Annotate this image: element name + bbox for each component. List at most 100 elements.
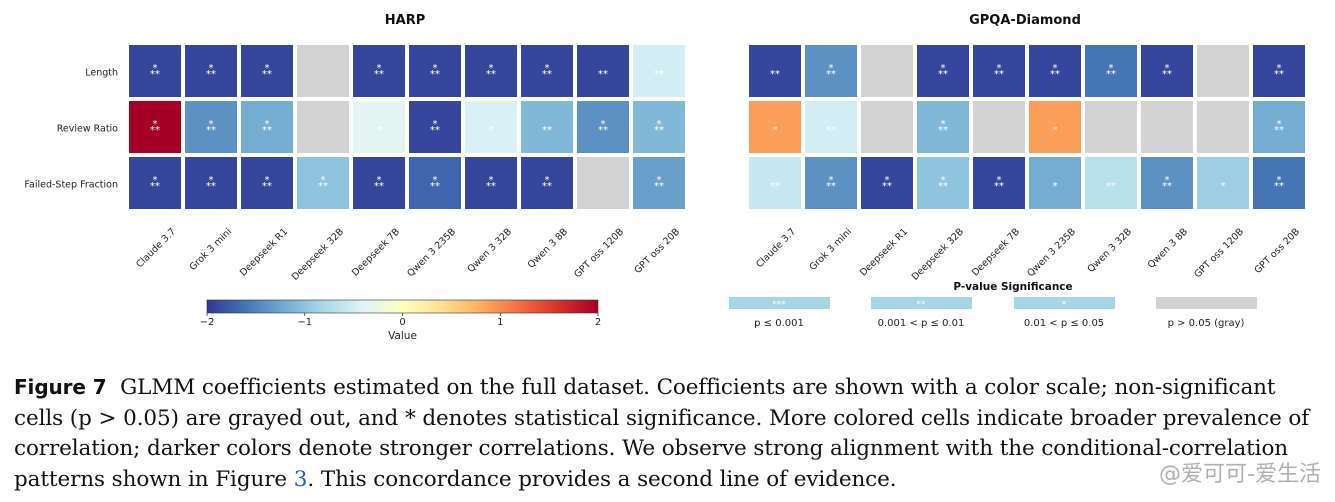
heatmap-cell [129, 101, 181, 153]
watermark: @爱可可-爱生活 [1159, 462, 1321, 487]
heatmap-cell [129, 45, 181, 97]
pvalue-legend-swatch [729, 297, 830, 309]
panel-title: HARP [385, 13, 425, 28]
significance-label: * [433, 175, 438, 186]
pvalue-legend: P-value Significance *** p ≤ 0.001 ** 0.001 … [729, 281, 1257, 329]
heatmap-cell [1029, 45, 1081, 97]
significance-label: ** [262, 125, 272, 136]
significance-label: ** [430, 69, 440, 80]
significance-label: ** [150, 125, 160, 136]
significance-label: ** [1162, 181, 1172, 192]
significance-label: ** [206, 69, 216, 80]
column-label: Qwen 3 235B [405, 226, 458, 279]
significance-label: * [265, 119, 270, 130]
significance-label: ** [374, 69, 384, 80]
significance-label: * [545, 175, 550, 186]
row-label: Review Ratio [57, 124, 118, 135]
heatmap-cell [805, 45, 857, 97]
significance-label: ** [542, 69, 552, 80]
significance-label: * [1053, 125, 1058, 136]
significance-label: * [153, 175, 158, 186]
significance-label: ** [150, 69, 160, 80]
significance-label: ** [430, 125, 440, 136]
heatmap-cell [409, 101, 461, 153]
heatmap-cell [1085, 45, 1137, 97]
heatmap-cell [465, 101, 517, 153]
significance-label: * [1109, 63, 1114, 74]
heatmap-cell [861, 45, 913, 97]
heatmap-cell [521, 101, 573, 153]
heatmap-cell [749, 157, 801, 209]
heatmap-cell [465, 45, 517, 97]
column-label: Deepseek R1 [858, 226, 910, 278]
significance-label: ** [938, 181, 948, 192]
significance-label: ** [1106, 181, 1116, 192]
significance-label: * [377, 63, 382, 74]
heatmap-cell [409, 157, 461, 209]
heatmap-cell [353, 157, 405, 209]
heatmap-cell [805, 157, 857, 209]
significance-label: ** [654, 181, 664, 192]
heatmap-cell [297, 101, 349, 153]
significance-label: ** [598, 125, 608, 136]
significance-label: ** [1106, 69, 1116, 80]
significance-label: ** [486, 69, 496, 80]
heatmap-cell [973, 45, 1025, 97]
significance-label: ** [1274, 69, 1284, 80]
caption-figure-ref[interactable]: 3 [293, 466, 308, 492]
heatmap-cell [973, 101, 1025, 153]
column-label: Deepseek 7B [350, 226, 402, 278]
heatmap-cell [1197, 157, 1249, 209]
column-label: Deepseek 32B [910, 226, 966, 282]
column-label: GPT oss 120B [572, 226, 626, 280]
figure-caption: Figure 7 GLMM coefficients estimated on … [14, 372, 1324, 495]
heatmap-cell [633, 157, 685, 209]
significance-label: ** [1274, 181, 1284, 192]
significance-label: * [941, 175, 946, 186]
column-label: Grok 3 mini [807, 226, 854, 273]
heatmap-cell [241, 101, 293, 153]
pvalue-legend-swatch [871, 297, 972, 309]
significance-label: * [657, 175, 662, 186]
column-label: Claude 3.7 [754, 226, 798, 270]
significance-label: * [545, 63, 550, 74]
heatmap-cell [353, 101, 405, 153]
heatmap-cell [185, 45, 237, 97]
significance-label: * [1277, 119, 1282, 130]
heatmap-cell [577, 101, 629, 153]
significance-label: * [433, 63, 438, 74]
panel-title: GPQA-Diamond [969, 13, 1081, 28]
colorbar-label: Value [388, 330, 417, 342]
significance-label: * [1277, 63, 1282, 74]
significance-label: * [1053, 181, 1058, 192]
colorbar-tick-label: 1 [497, 317, 503, 328]
heatmap-cell [749, 101, 801, 153]
heatmap-cell [973, 157, 1025, 209]
significance-label: ** [542, 125, 552, 136]
heatmap-cell [1197, 101, 1249, 153]
significance-label: * [153, 119, 158, 130]
pvalue-legend-symbol: ** [917, 300, 927, 310]
heatmap-cell [805, 101, 857, 153]
heatmap-cell [1029, 157, 1081, 209]
significance-label: ** [826, 125, 836, 136]
heatmap-cell [129, 157, 181, 209]
significance-label: * [209, 119, 214, 130]
caption-text-end: . This concordance provides a second lin… [307, 466, 897, 492]
pvalue-legend-label: p ≤ 0.001 [754, 318, 804, 329]
significance-label: ** [430, 181, 440, 192]
column-label: Qwen 3 32B [1085, 226, 1134, 275]
significance-label: * [321, 175, 326, 186]
significance-label: ** [770, 181, 780, 192]
significance-label: ** [206, 125, 216, 136]
significance-label: * [489, 125, 494, 136]
pvalue-legend-label: 0.001 < p ≤ 0.01 [878, 318, 965, 329]
significance-label: * [997, 63, 1002, 74]
significance-label: ** [150, 181, 160, 192]
heatmap-cell [1141, 101, 1193, 153]
column-label: GPT oss 20B [632, 226, 682, 276]
column-label: GPT oss 120B [1192, 226, 1246, 280]
pvalue-legend-title: P-value Significance [953, 281, 1072, 293]
significance-label: * [1221, 181, 1226, 192]
